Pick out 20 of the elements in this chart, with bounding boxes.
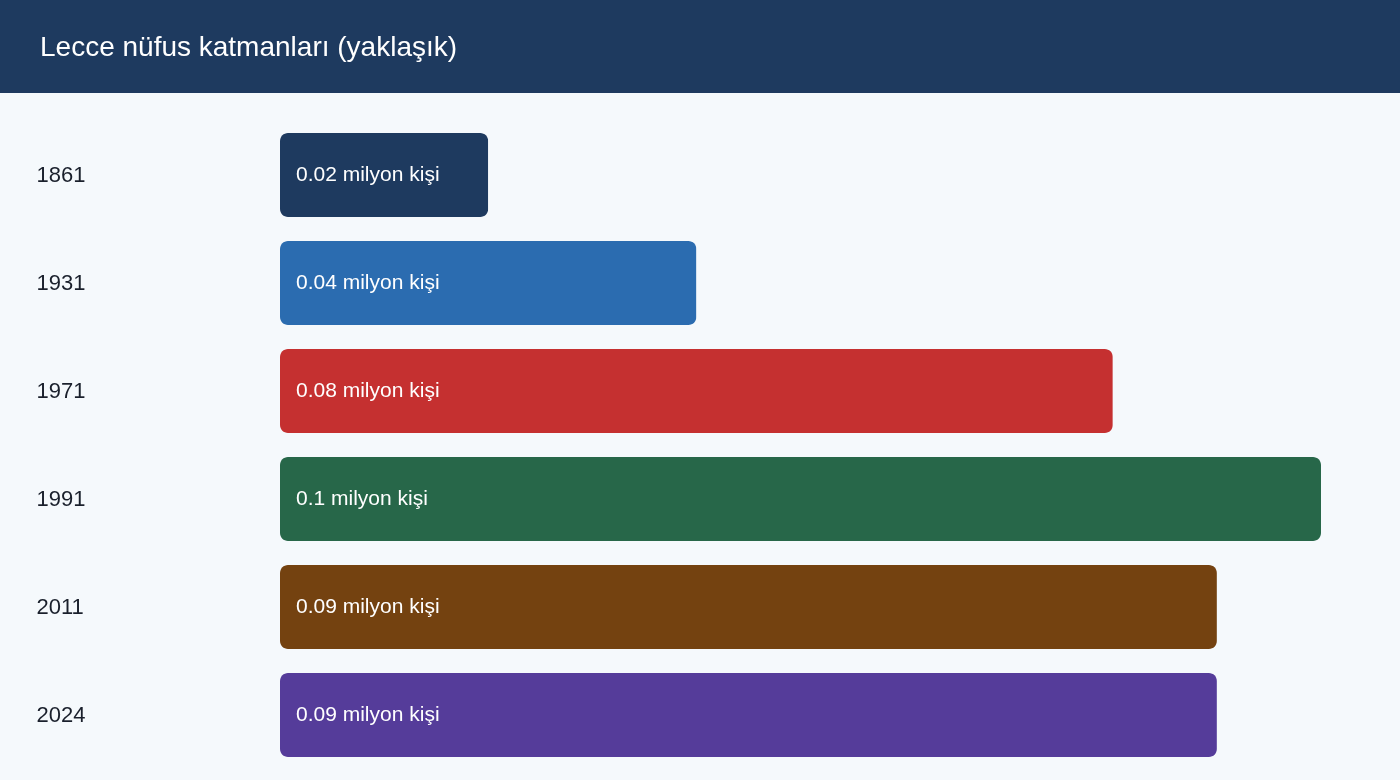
- data-label: 0.08 milyon kişi: [296, 378, 440, 401]
- bar: [280, 565, 1217, 649]
- y-tick-label: 1991: [36, 486, 86, 511]
- data-label: 0.1 milyon kişi: [296, 486, 428, 509]
- y-tick-label: 2011: [36, 594, 84, 619]
- bar: [280, 133, 489, 217]
- bar: [280, 241, 697, 325]
- data-label: 0.04 milyon kişi: [296, 270, 440, 293]
- bar: [280, 673, 1217, 757]
- y-tick-label: 1931: [36, 270, 86, 295]
- y-tick-label: 2024: [36, 702, 86, 727]
- data-label: 0.02 milyon kişi: [296, 162, 440, 185]
- data-label: 0.09 milyon kişi: [296, 702, 440, 725]
- data-label: 0.09 milyon kişi: [296, 594, 440, 617]
- header-band: Lecce nüfus katmanları (yaklaşık): [0, 0, 1400, 93]
- bar: [280, 457, 1321, 541]
- bar: [280, 349, 1113, 433]
- y-tick-label: 1861: [36, 162, 86, 187]
- chart-title: Lecce nüfus katmanları (yaklaşık): [40, 30, 458, 64]
- y-tick-label: 1971: [36, 378, 86, 403]
